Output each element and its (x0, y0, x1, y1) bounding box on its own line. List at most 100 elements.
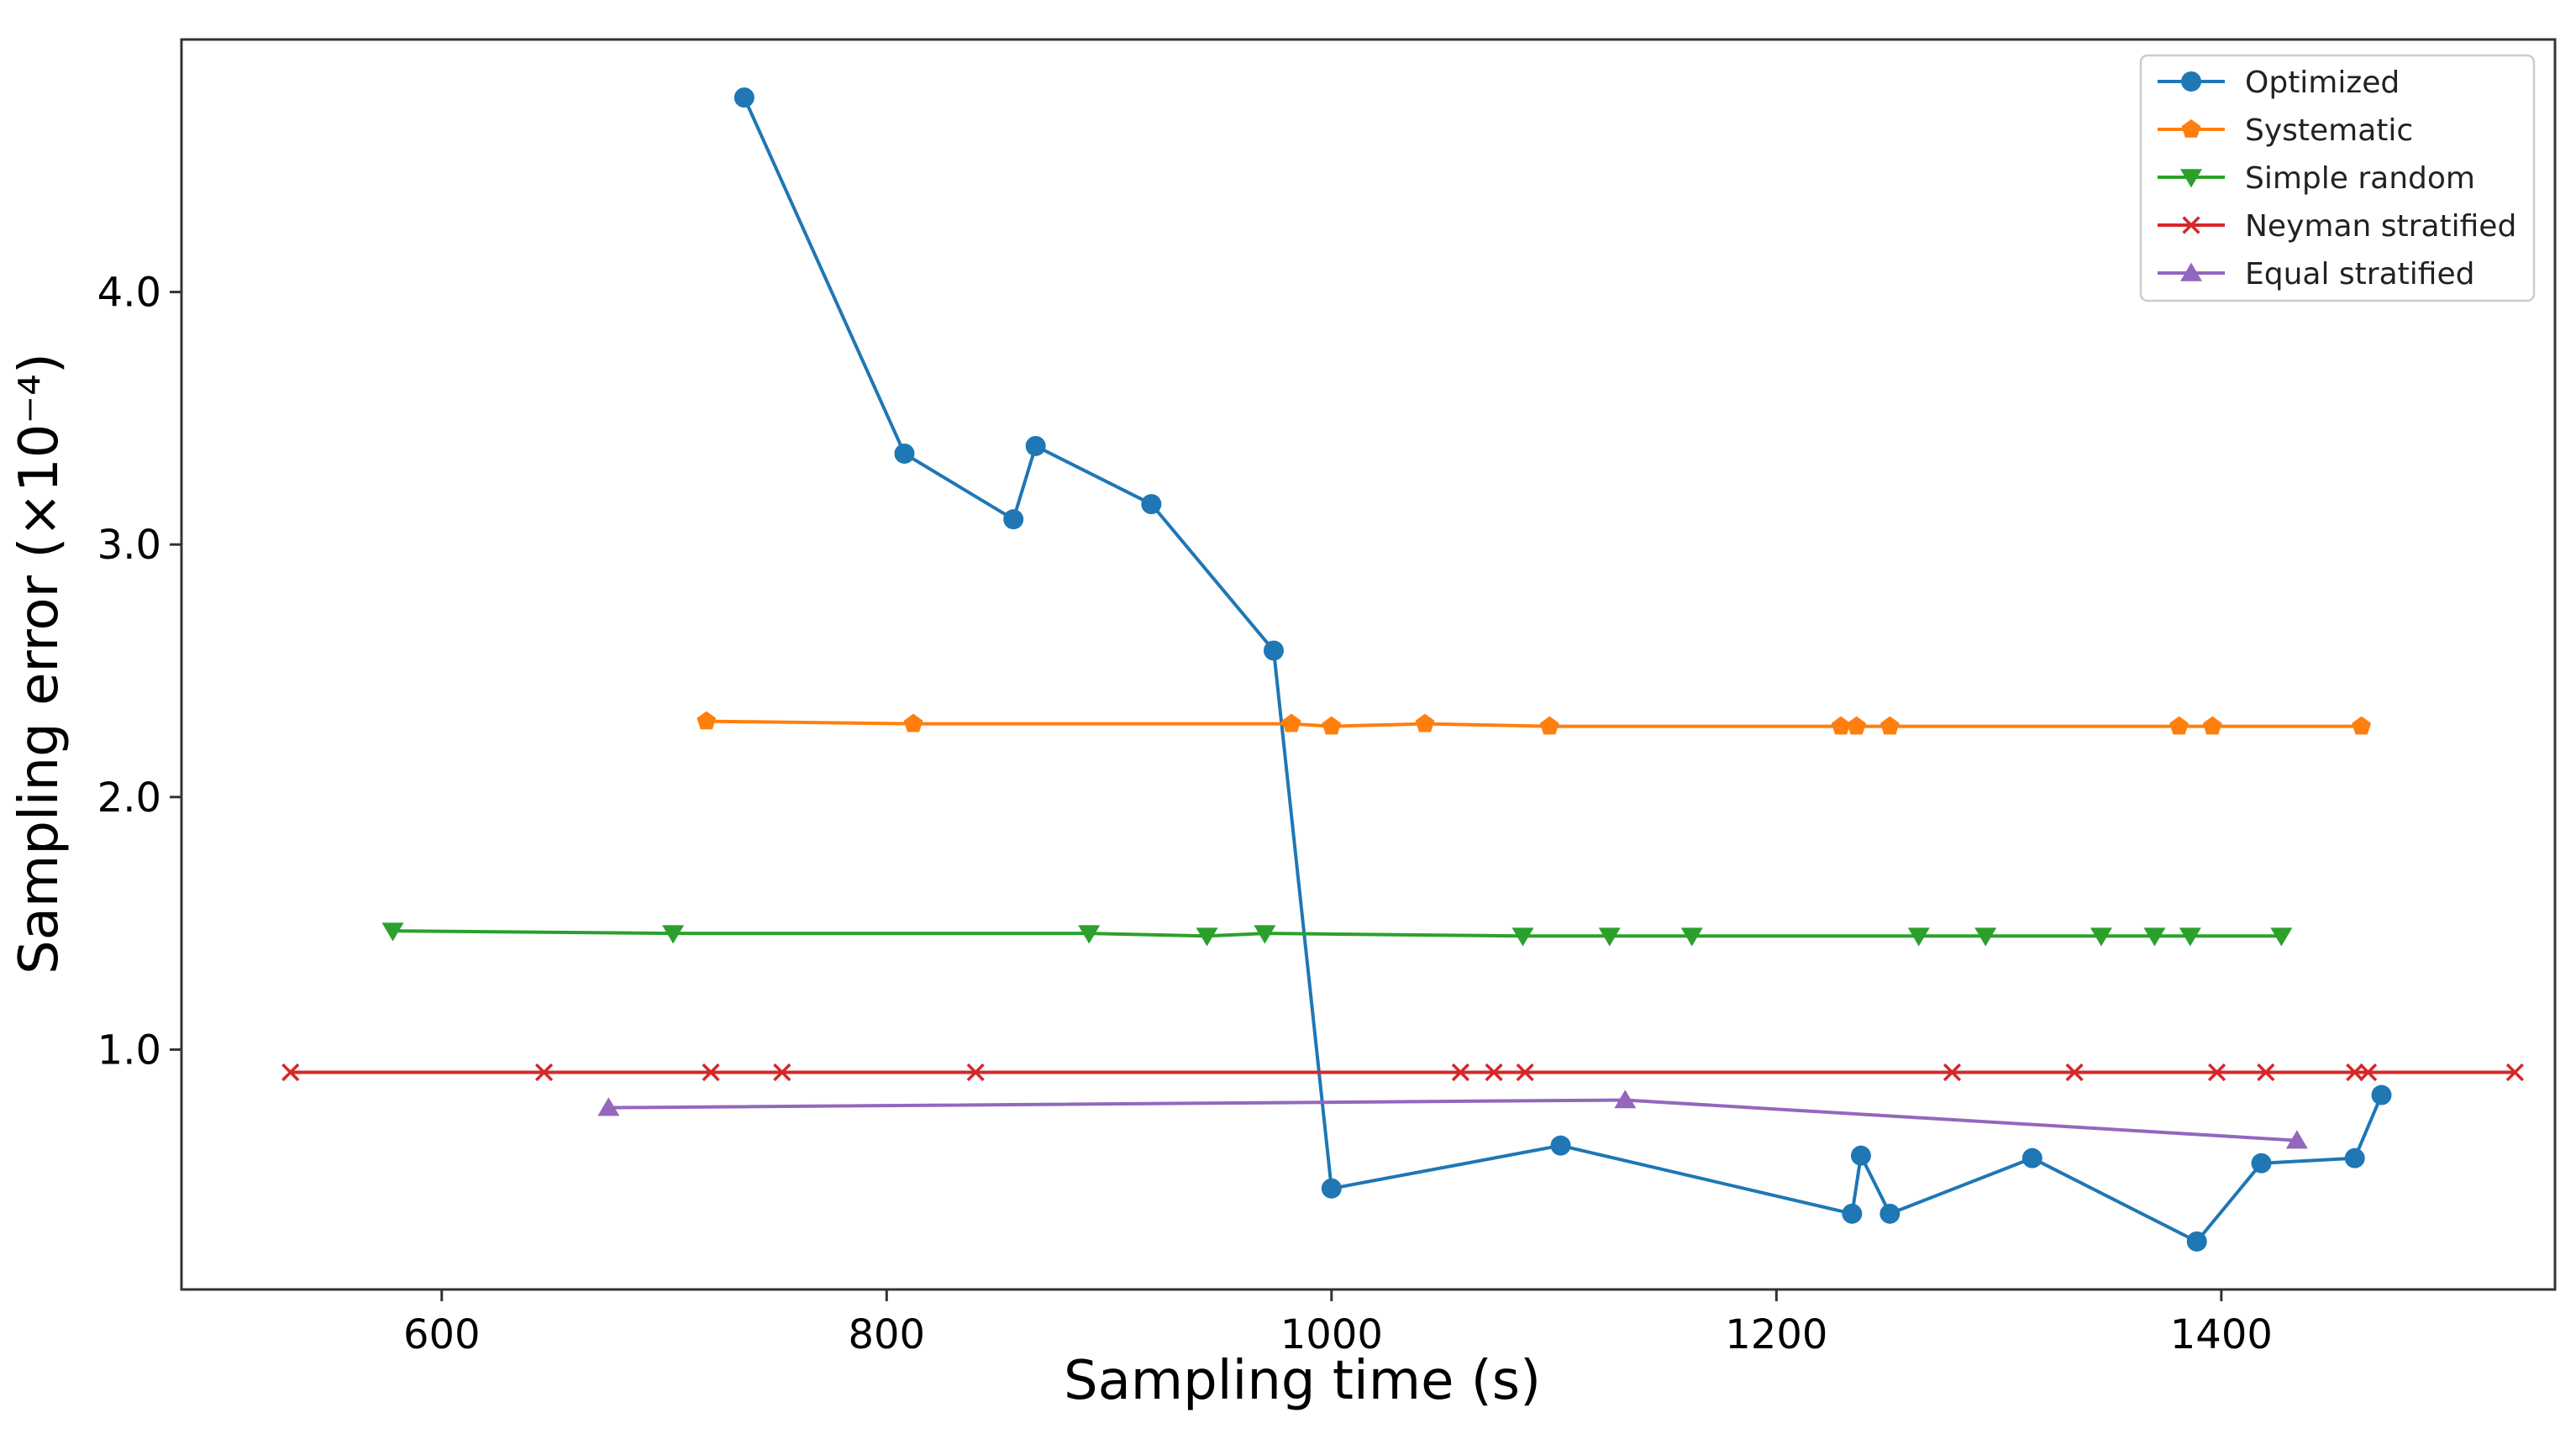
legend-item-optimized: Optimized (2158, 66, 2400, 100)
y-tick-label: 2.0 (97, 775, 161, 822)
data-point-simple-random (381, 922, 404, 942)
data-point-neyman-stratified (281, 1063, 300, 1082)
legend-label: Simple random (2245, 161, 2475, 196)
data-point-neyman-stratified (773, 1063, 791, 1082)
x-tick-label: 1400 (2170, 1311, 2273, 1358)
x-axis-title: Sampling time (s) (1064, 1350, 1541, 1412)
series-neyman-stratified (281, 1063, 2524, 1082)
data-point-neyman-stratified (534, 1063, 554, 1082)
data-point-optimized (733, 87, 754, 108)
data-point-simple-random (1511, 927, 1534, 947)
data-point-neyman-stratified (2257, 1063, 2275, 1082)
data-point-neyman-stratified (966, 1063, 985, 1082)
series-systematic (697, 711, 2372, 735)
data-point-optimized (1842, 1203, 1863, 1224)
data-point-neyman-stratified (2505, 1063, 2524, 1082)
legend-swatch-marker (2181, 119, 2201, 138)
data-point-neyman-stratified (2065, 1063, 2084, 1082)
legend-frame (2139, 54, 2536, 302)
data-point-neyman-stratified (1451, 1063, 1469, 1082)
legend-swatch-marker (2180, 169, 2202, 188)
data-point-equal-stratified (2285, 1130, 2308, 1149)
legend-label: Optimized (2245, 66, 2400, 100)
data-point-neyman-stratified (1943, 1063, 1962, 1082)
legend-swatch-marker (2181, 71, 2201, 92)
data-point-systematic (2202, 716, 2222, 735)
data-point-optimized (1141, 494, 1162, 515)
data-point-simple-random (1078, 925, 1101, 944)
data-point-neyman-stratified (2207, 1063, 2226, 1082)
data-point-optimized (1003, 509, 1024, 530)
data-point-optimized (1321, 1178, 1342, 1199)
data-point-systematic (1281, 713, 1301, 733)
data-point-equal-stratified (597, 1097, 620, 1116)
data-point-simple-random (2270, 927, 2293, 947)
data-point-neyman-stratified (2359, 1063, 2378, 1082)
data-point-optimized (2186, 1231, 2207, 1252)
data-point-neyman-stratified (2346, 1063, 2364, 1082)
x-tick-label: 800 (848, 1311, 925, 1358)
series-line-simple-random (391, 929, 2284, 938)
data-point-simple-random (662, 925, 685, 944)
plot-area-frame (180, 38, 2557, 1291)
data-point-systematic (1831, 716, 1851, 735)
y-tick-label: 3.0 (97, 522, 161, 569)
series-equal-stratified (597, 1090, 2308, 1149)
x-tick-label: 1200 (1725, 1311, 1827, 1358)
series-simple-random (381, 922, 2293, 947)
data-point-systematic (2169, 716, 2189, 735)
data-point-simple-random (2179, 927, 2201, 947)
y-axis-title: Sampling error (×10⁻⁴) (8, 353, 71, 974)
data-point-equal-stratified (1614, 1090, 1637, 1109)
data-point-optimized (1550, 1135, 1571, 1156)
data-point-optimized (1025, 435, 1046, 456)
data-point-systematic (2352, 716, 2372, 735)
data-point-systematic (1847, 716, 1867, 735)
legend-item-systematic: Systematic (2158, 113, 2413, 148)
data-point-systematic (1322, 716, 1342, 735)
axes-layer: 600 800 1000 1200 1400 1.0 2.0 3.0 4.0 (97, 270, 2273, 1358)
data-point-optimized (1850, 1145, 1871, 1166)
legend-item-equal-stratified: Equal stratified (2158, 257, 2474, 291)
data-point-systematic (1880, 716, 1900, 735)
y-tick-label: 1.0 (97, 1027, 161, 1074)
data-point-simple-random (1254, 925, 1276, 944)
series-optimized (733, 87, 2392, 1252)
legend-label: Neyman stratified (2245, 209, 2516, 244)
legend-swatch-marker (2182, 216, 2200, 234)
legend-label: Equal stratified (2245, 257, 2474, 291)
x-tick-label: 1000 (1280, 1311, 1383, 1358)
data-point-neyman-stratified (702, 1063, 720, 1082)
data-point-simple-random (2143, 927, 2166, 947)
data-point-simple-random (1907, 927, 1930, 947)
data-point-optimized (2371, 1085, 2392, 1106)
data-point-optimized (2344, 1148, 2365, 1169)
data-point-simple-random (1680, 927, 1703, 947)
data-point-simple-random (1974, 927, 1997, 947)
legend-items: Optimized Systematic Simple random Neyman s… (2158, 66, 2516, 291)
data-point-neyman-stratified (1485, 1063, 1503, 1082)
data-point-simple-random (1598, 927, 1621, 947)
legend-label: Systematic (2245, 113, 2413, 148)
data-point-systematic (903, 713, 923, 733)
data-point-systematic (697, 711, 717, 730)
data-point-optimized (2021, 1148, 2042, 1169)
data-point-neyman-stratified (1516, 1063, 1534, 1082)
legend-item-neyman-stratified: Neyman stratified (2158, 209, 2516, 244)
data-point-optimized (2251, 1153, 2272, 1174)
data-point-systematic (1539, 716, 1559, 735)
legend-item-simple-random: Simple random (2158, 161, 2475, 196)
data-point-simple-random (1196, 927, 1218, 947)
series-layer (281, 87, 2524, 1252)
series-line-systematic (704, 719, 2363, 728)
x-tick-label: 600 (403, 1311, 481, 1358)
series-line-optimized (742, 96, 2384, 1243)
series-line-equal-stratified (607, 1098, 2299, 1142)
legend-swatch-marker (2180, 262, 2202, 281)
data-point-optimized (1263, 640, 1284, 661)
data-point-systematic (1415, 713, 1435, 733)
data-point-optimized (1879, 1203, 1900, 1224)
data-point-optimized (894, 443, 915, 464)
legend: Optimized Systematic Simple random Neyman s… (2139, 54, 2536, 302)
